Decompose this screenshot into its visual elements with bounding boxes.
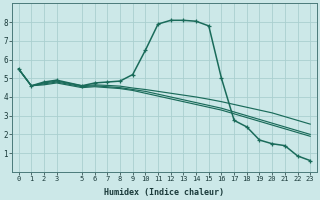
X-axis label: Humidex (Indice chaleur): Humidex (Indice chaleur) — [104, 188, 224, 197]
